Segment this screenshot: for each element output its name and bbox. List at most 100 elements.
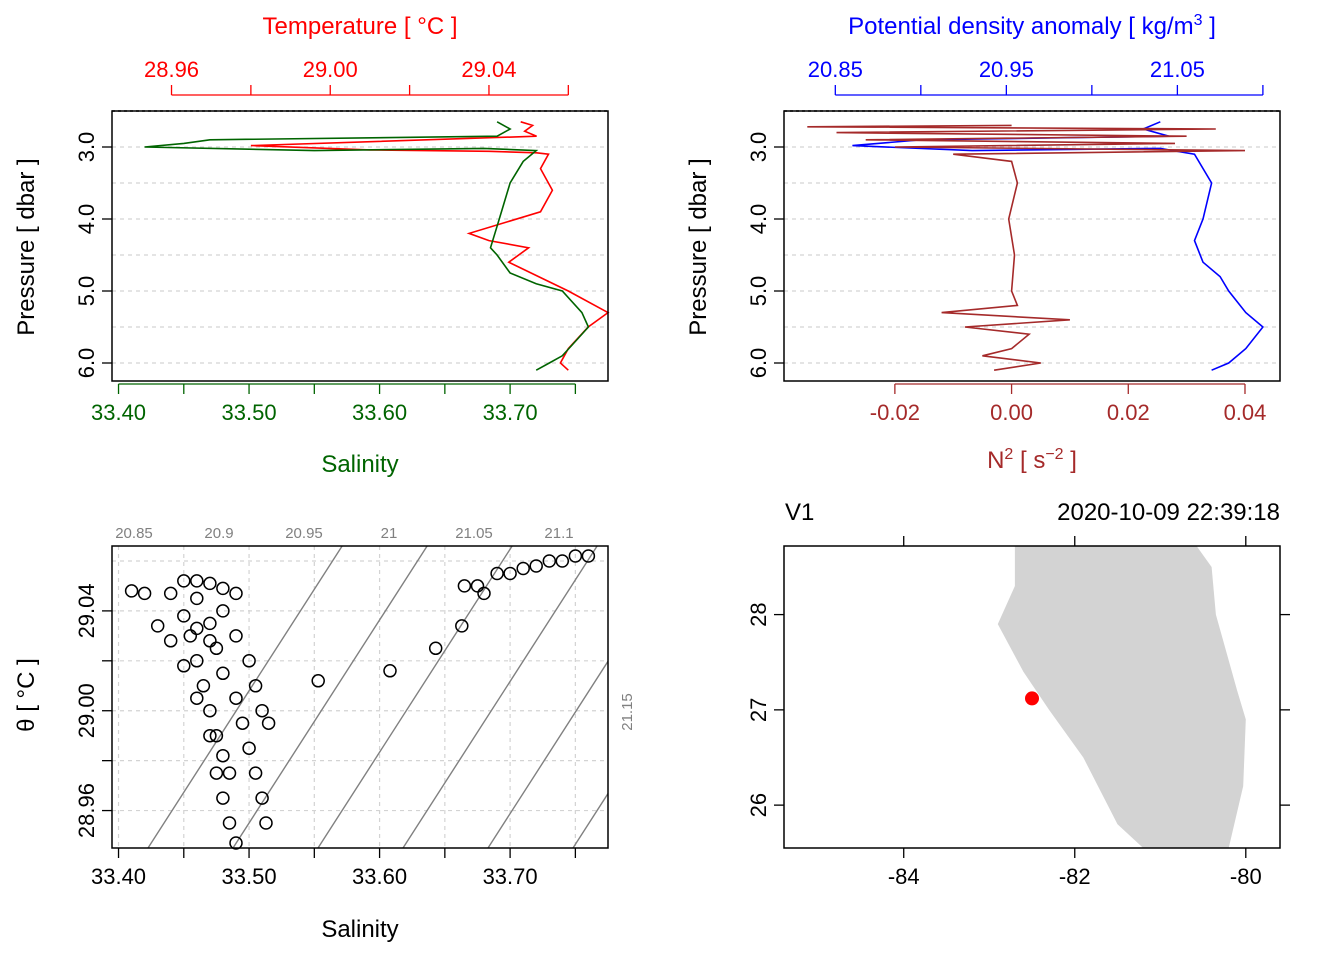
y-axis-latitude-tick-label: 26 bbox=[746, 793, 771, 817]
top-axis-density-tick-label: 20.85 bbox=[808, 57, 863, 82]
ts-point bbox=[163, 586, 178, 601]
x-axis-salinity-tick-label: 33.40 bbox=[91, 864, 146, 889]
ts-point bbox=[516, 561, 530, 576]
y-axis-pressure-tick-label: 6.0 bbox=[746, 348, 771, 379]
bottom-axis-salinity-tick-label: 33.70 bbox=[483, 400, 538, 425]
ts-point bbox=[455, 619, 469, 633]
y-axis-latitude-tick-label: 27 bbox=[746, 698, 771, 722]
ts-point bbox=[470, 579, 485, 593]
ts-point bbox=[255, 791, 269, 805]
ts-point bbox=[222, 766, 237, 780]
ts-point bbox=[190, 591, 204, 606]
ts-point bbox=[163, 634, 178, 648]
isopycnal-label: 21.1 bbox=[544, 525, 573, 542]
ts-point bbox=[261, 716, 276, 730]
ts-point bbox=[259, 816, 273, 830]
ts-point bbox=[203, 576, 217, 591]
ts-point bbox=[229, 691, 243, 705]
y-axis-pressure-tick-label: 5.0 bbox=[746, 276, 771, 307]
ts-point bbox=[150, 619, 165, 633]
isopycnal-group bbox=[147, 546, 608, 848]
ts-point bbox=[242, 741, 256, 755]
ts-point bbox=[222, 816, 237, 830]
series-line-temperature bbox=[250, 121, 610, 371]
y-axis-pressure-tick-label: 3.0 bbox=[746, 132, 771, 163]
ts-point bbox=[248, 766, 263, 780]
ts-point bbox=[177, 609, 191, 623]
ts-point bbox=[383, 664, 397, 678]
isopycnal-line bbox=[232, 546, 428, 848]
top-axis-title-temperature: Temperature [ °C ] bbox=[263, 13, 458, 40]
isopycnal-label: 21 bbox=[381, 525, 398, 542]
station-marker bbox=[1025, 691, 1039, 706]
ts-point bbox=[190, 574, 204, 588]
plot-frame bbox=[111, 545, 609, 849]
ts-point bbox=[255, 703, 269, 718]
ts-point bbox=[428, 641, 443, 656]
top-axis-temperature-tick-label: 29.04 bbox=[461, 57, 516, 82]
ts-point bbox=[457, 579, 472, 593]
isopycnal-label: 21.05 bbox=[455, 525, 493, 542]
isopycnal-line bbox=[402, 546, 598, 848]
ts-point bbox=[216, 604, 230, 618]
bottom-axis-n2-tick-label: 0.00 bbox=[990, 400, 1033, 425]
ts-point bbox=[248, 679, 263, 693]
ts-point bbox=[203, 616, 217, 631]
bottom-axis-salinity-tick-label: 33.50 bbox=[222, 400, 277, 425]
y-axis-title-theta: θ [ °C ] bbox=[13, 658, 40, 732]
x-axis-longitude-tick-label: -82 bbox=[1059, 864, 1091, 889]
ts-point bbox=[503, 566, 517, 581]
top-axis-temperature-tick-label: 28.96 bbox=[144, 57, 199, 82]
ts-point bbox=[190, 654, 204, 668]
ts-point bbox=[477, 586, 491, 601]
bottom-axis-n2-tick-label: 0.02 bbox=[1107, 400, 1150, 425]
panel-density-n2-profile: Potential density anomaly [ kg/m3 ] N2 [… bbox=[685, 12, 1281, 474]
x-axis-longitude-tick-label: -84 bbox=[888, 864, 920, 889]
y-axis-pressure-tick-label: 5.0 bbox=[74, 276, 99, 307]
ts-point bbox=[203, 728, 217, 743]
y-axis-title-pressure: Pressure [ dbar ] bbox=[13, 158, 40, 335]
bottom-axis-title-salinity: Salinity bbox=[321, 451, 398, 478]
y-axis-theta-tick-label: 28.96 bbox=[74, 783, 99, 838]
isopycnal-line bbox=[487, 660, 608, 848]
plot-frame bbox=[111, 110, 609, 382]
series-line-n2 bbox=[807, 124, 1246, 371]
ts-point bbox=[216, 748, 230, 763]
bottom-axis-title-n2: N2 [ s−2 ] bbox=[987, 446, 1077, 474]
plot-frame bbox=[783, 545, 1281, 849]
panel-station-map: V1 2020-10-09 22:39:18 -84 -82 -80 26 27 28 bbox=[746, 499, 1290, 889]
ts-point bbox=[124, 584, 139, 598]
series-line-density bbox=[852, 121, 1265, 371]
isopycnal-line bbox=[572, 792, 608, 848]
panel-temperature-salinity-profile: Temperature [ °C ] Salinity Pressure [ d… bbox=[13, 13, 610, 478]
bottom-axis-n2-tick-label: -0.02 bbox=[870, 400, 920, 425]
ts-point bbox=[177, 574, 191, 588]
land-polygon-florida bbox=[997, 546, 1246, 848]
isopycnal-label: 20.9 bbox=[204, 525, 233, 542]
top-axis-density-tick-label: 21.05 bbox=[1150, 57, 1205, 82]
series-line-salinity bbox=[144, 121, 590, 371]
y-axis-latitude-tick-label: 28 bbox=[746, 602, 771, 626]
bottom-axis-salinity-tick-label: 33.60 bbox=[352, 400, 407, 425]
ts-point bbox=[216, 581, 230, 596]
y-axis-theta-tick-label: 29.04 bbox=[74, 583, 99, 638]
ts-point bbox=[137, 586, 152, 601]
map-title-station: V1 bbox=[785, 499, 814, 526]
x-axis-salinity-tick-label: 33.70 bbox=[483, 864, 538, 889]
bottom-axis-n2-tick-label: 0.04 bbox=[1224, 400, 1267, 425]
ts-point bbox=[209, 766, 224, 780]
ts-point bbox=[216, 791, 230, 805]
ts-point bbox=[229, 629, 243, 643]
top-axis-title-density: Potential density anomaly [ kg/m3 ] bbox=[848, 12, 1216, 40]
ts-point bbox=[490, 566, 504, 581]
ts-point bbox=[209, 728, 224, 743]
ts-point bbox=[581, 549, 596, 563]
ts-point bbox=[177, 659, 191, 673]
map-title-datetime: 2020-10-09 22:39:18 bbox=[1057, 499, 1280, 526]
ts-point bbox=[542, 554, 557, 568]
top-axis-temperature-tick-label: 29.00 bbox=[303, 57, 358, 82]
ts-point bbox=[529, 559, 543, 573]
ts-point bbox=[203, 703, 217, 718]
isopycnal-label: 20.95 bbox=[285, 525, 323, 542]
